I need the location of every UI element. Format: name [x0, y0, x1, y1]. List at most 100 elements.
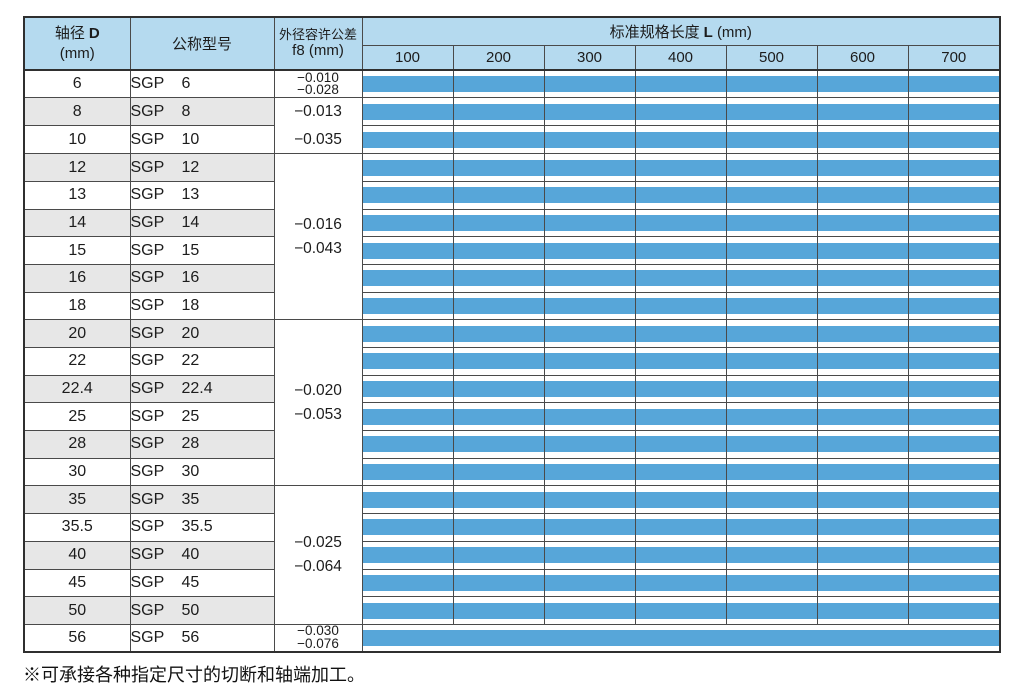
length-availability-bar	[635, 297, 726, 314]
length-cell	[907, 153, 1001, 182]
length-cell	[634, 180, 727, 210]
length-availability-bar	[544, 574, 635, 591]
length-availability-bar	[453, 436, 544, 453]
length-availability-bar	[817, 297, 908, 314]
table-row: 50 SGP 50	[23, 596, 1001, 625]
length-cell	[725, 180, 818, 210]
length-tick-cell: 500	[725, 44, 818, 71]
length-cell	[725, 568, 818, 598]
length-availability-bar	[453, 547, 544, 564]
length-cell	[907, 568, 1001, 598]
model-cell: SGP 20	[129, 319, 275, 348]
tolerance-line: −0.013	[294, 103, 342, 121]
length-cell	[725, 236, 818, 265]
length-availability-bar	[908, 491, 999, 508]
model-size: 6	[181, 75, 191, 93]
length-cell	[634, 263, 727, 293]
model-prefix: SGP	[130, 269, 165, 287]
length-availability-bar	[817, 131, 908, 148]
length-cell	[907, 540, 1001, 570]
length-availability-bar	[453, 270, 544, 287]
length-cell	[816, 347, 909, 376]
length-cell	[543, 402, 636, 432]
model-prefix: SGP	[130, 241, 165, 259]
length-cell	[543, 97, 636, 127]
length-cell	[907, 596, 1001, 625]
diameter-cell: 45	[23, 568, 131, 598]
length-availability-bar	[544, 242, 635, 259]
length-cell	[452, 374, 545, 404]
model-size: 22	[181, 352, 200, 370]
length-cell	[361, 97, 454, 127]
tolerance-line: −0.053	[294, 405, 342, 423]
table-row: 22.4 SGP 22.4	[23, 374, 1001, 404]
diameter-cell: 20	[23, 319, 131, 348]
length-cell	[816, 485, 909, 515]
length-cell	[361, 540, 454, 570]
length-availability-bar	[362, 629, 999, 646]
length-availability-bar	[362, 76, 453, 93]
length-availability-bar	[362, 297, 453, 314]
model-cell: SGP 14	[129, 208, 275, 238]
length-availability-bar	[817, 270, 908, 287]
length-cell	[361, 596, 454, 625]
length-availability-bar	[635, 325, 726, 342]
tolerance-header: 外径容许公差 f8 (mm)	[273, 16, 363, 71]
length-availability-bar	[362, 547, 453, 564]
length-cell	[543, 568, 636, 598]
length-cell	[361, 402, 454, 432]
length-availability-bar	[544, 491, 635, 508]
length-cell	[634, 69, 727, 99]
model-prefix: SGP	[130, 158, 165, 176]
length-cell	[725, 430, 818, 459]
length-availability-bar	[726, 242, 817, 259]
length-availability-bar	[635, 159, 726, 176]
table-header: 轴径 D (mm) 公称型号 外径容许公差 f8 (mm) 标准规格长度 L (mm…	[23, 16, 1001, 71]
table-row: 25 SGP 25	[23, 402, 1001, 432]
length-availability-bar	[362, 602, 453, 619]
table-row: 13 SGP 13	[23, 180, 1001, 210]
length-availability-bar	[544, 353, 635, 370]
length-availability-bar	[635, 381, 726, 398]
model-cell: SGP 22	[129, 347, 275, 376]
length-availability-bar	[362, 187, 453, 204]
length-availability-bar	[453, 242, 544, 259]
length-availability-bar	[726, 76, 817, 93]
length-availability-bar	[544, 547, 635, 564]
length-availability-bar	[726, 187, 817, 204]
length-cell	[543, 347, 636, 376]
diameter-cell: 25	[23, 402, 131, 432]
model-cell: SGP 30	[129, 457, 275, 487]
length-availability-bar	[635, 602, 726, 619]
model-prefix: SGP	[130, 518, 165, 536]
length-availability-bar	[362, 464, 453, 481]
length-cell	[907, 125, 1001, 155]
table-row: 12 SGP 12 −0.016 −0.043	[23, 153, 1001, 321]
tolerance-line: −0.043	[294, 239, 342, 257]
diameter-header: 轴径 D (mm)	[23, 16, 131, 71]
table-body: 6 SGP 6 −0.010 −0.028 8 SGP 8 −0.013 −0.035 10 SGP 1…	[23, 69, 1001, 653]
model-cell: SGP 56	[129, 623, 275, 653]
length-availability-bar	[544, 464, 635, 481]
length-availability-bar	[726, 602, 817, 619]
length-cell	[543, 485, 636, 515]
length-cell	[725, 596, 818, 625]
diameter-cell: 22	[23, 347, 131, 376]
length-cell	[816, 153, 909, 182]
model-cell: SGP 50	[129, 596, 275, 625]
length-cell	[816, 263, 909, 293]
model-prefix: SGP	[130, 324, 165, 342]
table-row: 20 SGP 20 −0.020 −0.053	[23, 319, 1001, 487]
length-availability-bar	[908, 103, 999, 120]
tolerance-header-title: 外径容许公差	[278, 27, 357, 42]
table-row: 40 SGP 40	[23, 540, 1001, 570]
length-tick-cell: 300	[543, 44, 636, 71]
length-cell	[452, 319, 545, 348]
model-cell: SGP 6	[129, 69, 275, 99]
length-cell	[452, 402, 545, 432]
length-cell	[907, 319, 1001, 348]
length-cell	[543, 153, 636, 182]
length-cell	[907, 263, 1001, 293]
model-size: 28	[181, 435, 200, 453]
length-cell	[907, 291, 1001, 321]
